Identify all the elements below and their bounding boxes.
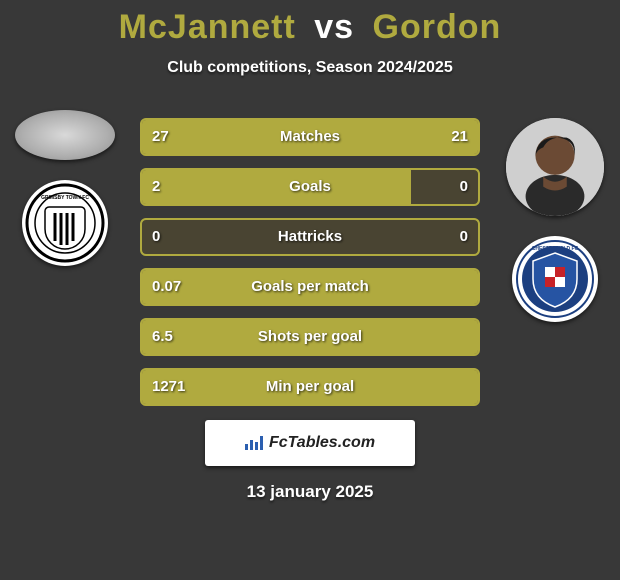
grimsby-badge-icon: GRIMSBY TOWN FC: [25, 183, 105, 263]
left-column: GRIMSBY TOWN FC: [10, 110, 120, 266]
subtitle: Club competitions, Season 2024/2025: [0, 59, 620, 77]
player1-name: McJannett: [119, 8, 296, 46]
stats-column: 27 Matches 21 2 Goals 0 0 Hattricks 0 0.…: [140, 118, 480, 502]
page-title: McJannett vs Gordon: [0, 0, 620, 47]
stat-label: Matches: [142, 120, 478, 154]
stat-right-value: 0: [460, 220, 468, 254]
stat-label: Min per goal: [142, 370, 478, 404]
player1-club-badge: GRIMSBY TOWN FC: [22, 180, 108, 266]
player2-club-badge: CHESTERFIELD FC: [512, 236, 598, 322]
stat-row-shots-per-goal: 6.5 Shots per goal: [140, 318, 480, 356]
stat-row-goals-per-match: 0.07 Goals per match: [140, 268, 480, 306]
stat-right-value: 21: [451, 120, 468, 154]
brand-box[interactable]: FcTables.com: [205, 420, 415, 466]
svg-text:GRIMSBY TOWN FC: GRIMSBY TOWN FC: [41, 195, 89, 201]
date-text: 13 january 2025: [140, 482, 480, 502]
player1-avatar: [15, 110, 115, 160]
brand-chart-icon: [245, 436, 263, 450]
stat-label: Goals per match: [142, 270, 478, 304]
brand-text: FcTables.com: [269, 434, 375, 452]
stat-row-min-per-goal: 1271 Min per goal: [140, 368, 480, 406]
stat-label: Shots per goal: [142, 320, 478, 354]
stat-label: Hattricks: [142, 220, 478, 254]
stat-right-value: 0: [460, 170, 468, 204]
player2-avatar: [506, 118, 604, 216]
stat-row-matches: 27 Matches 21: [140, 118, 480, 156]
stat-row-hattricks: 0 Hattricks 0: [140, 218, 480, 256]
comparison-card: McJannett vs Gordon Club competitions, S…: [0, 0, 620, 580]
svg-text:CHESTERFIELD FC: CHESTERFIELD FC: [532, 246, 579, 252]
player2-photo-icon: [506, 118, 604, 216]
stat-label: Goals: [142, 170, 478, 204]
right-column: CHESTERFIELD FC: [500, 118, 610, 322]
chesterfield-badge-icon: CHESTERFIELD FC: [515, 239, 595, 319]
vs-text: vs: [314, 8, 354, 46]
stat-row-goals: 2 Goals 0: [140, 168, 480, 206]
player2-name: Gordon: [373, 8, 502, 46]
